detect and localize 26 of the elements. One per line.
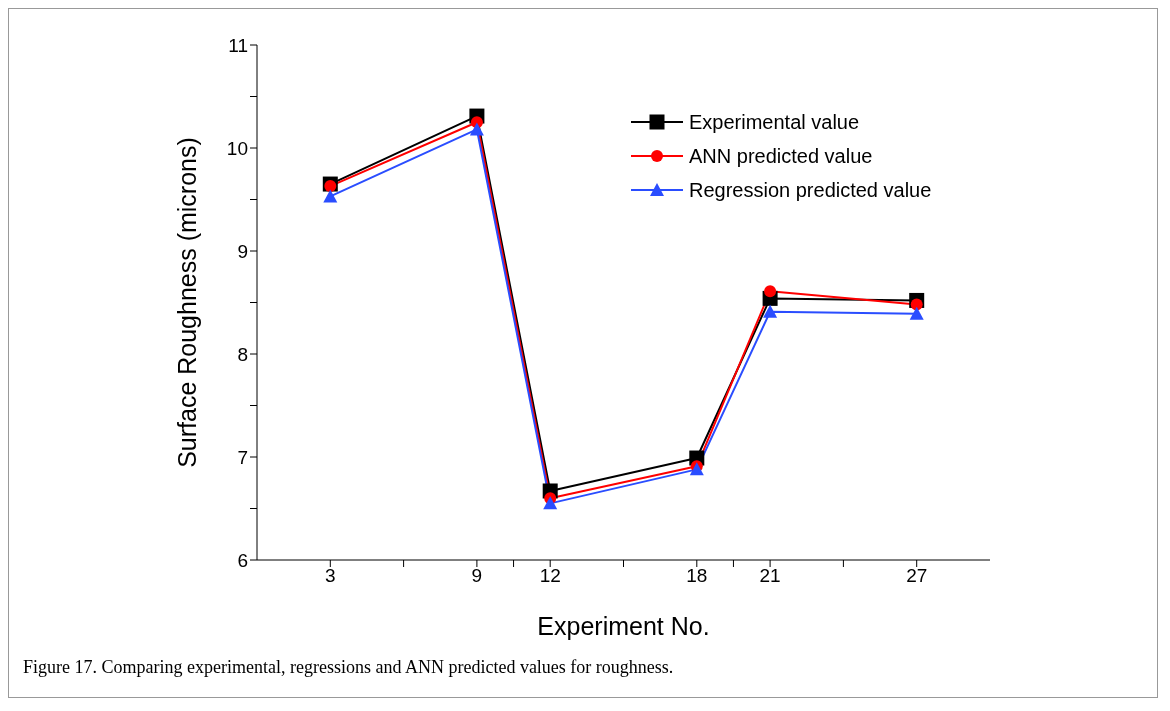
point xyxy=(909,306,924,320)
y-tick-label: 10 xyxy=(226,137,248,159)
y-tick-label: 6 xyxy=(237,549,248,571)
point xyxy=(323,189,338,203)
y-tick-label: 7 xyxy=(237,446,248,468)
point xyxy=(469,122,484,136)
point xyxy=(910,298,923,311)
x-tick-label: 21 xyxy=(759,565,781,587)
x-tick-label: 12 xyxy=(539,565,561,587)
legend-label: Regression predicted value xyxy=(689,178,932,202)
point xyxy=(764,285,777,298)
x-tick-label: 27 xyxy=(906,565,928,587)
x-tick-label: 18 xyxy=(686,565,708,587)
point xyxy=(763,304,778,318)
legend-label: ANN predicted value xyxy=(689,144,873,168)
x-axis-title: Experiment No. xyxy=(537,612,710,640)
y-tick-label: 9 xyxy=(237,240,248,262)
legend-label: Experimental value xyxy=(689,110,860,134)
x-tick-label: 9 xyxy=(471,565,483,587)
y-tick-label: 11 xyxy=(228,34,248,56)
caption: Figure 17. Comparing experimental, regressions and ANN predicted values for roughness. xyxy=(23,657,674,678)
y-tick-label: 8 xyxy=(237,343,248,365)
y-axis-title: Surface Roughness (microns) xyxy=(172,137,201,468)
x-tick-label: 3 xyxy=(325,565,336,587)
point xyxy=(324,180,337,193)
point xyxy=(543,496,558,510)
